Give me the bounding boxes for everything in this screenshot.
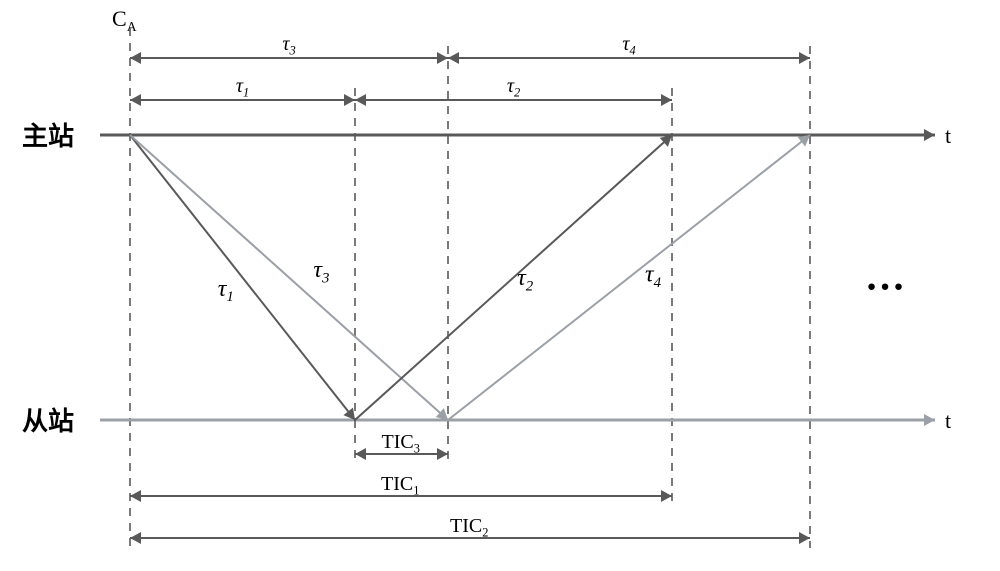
slave-axis-t: t — [945, 408, 951, 433]
label-tic3: TIC3 — [382, 431, 420, 455]
label-tau3-dim: τ3 — [282, 33, 295, 57]
label-tau4-dim: τ4 — [622, 33, 635, 57]
arrow-tau4 — [448, 135, 810, 420]
label-tic1: TIC1 — [381, 473, 419, 497]
label-tau1-dim: τ1 — [236, 75, 249, 99]
label-CA: CA — [112, 6, 137, 34]
diag-tau4: τ4 — [645, 262, 662, 291]
arrow-tau2 — [355, 135, 672, 420]
diag-tau2: τ2 — [517, 265, 534, 294]
master-axis-t: t — [945, 123, 951, 148]
label-tic2: TIC2 — [450, 515, 488, 539]
label-master: 主站 — [22, 121, 74, 151]
diag-tau3: τ3 — [313, 257, 329, 286]
ellipsis: … — [865, 254, 905, 299]
diag-tau1: τ1 — [218, 276, 234, 305]
arrow-tau3 — [130, 135, 448, 420]
label-tau2-dim: τ2 — [507, 75, 520, 99]
label-slave: 从站 — [22, 406, 74, 436]
